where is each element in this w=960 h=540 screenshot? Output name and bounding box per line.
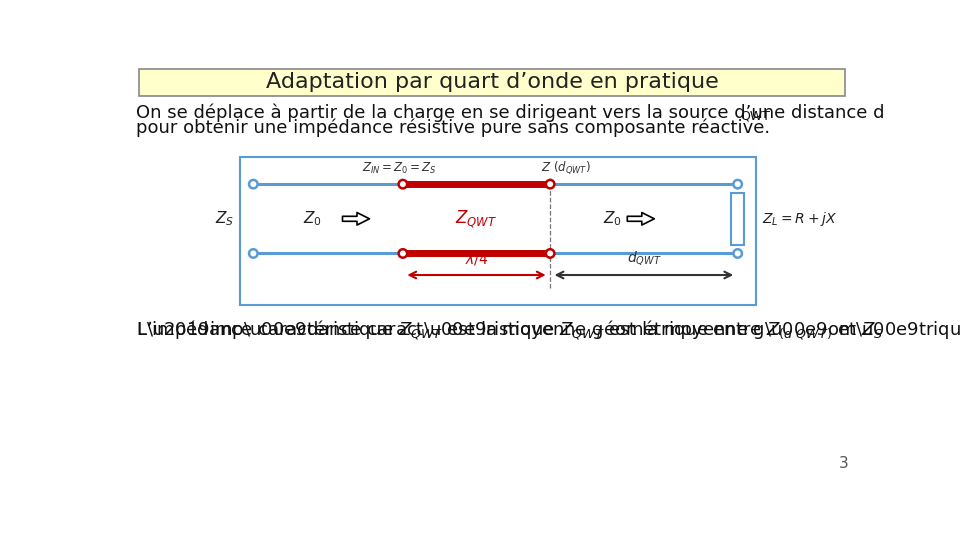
Text: $\lambda/4$: $\lambda/4$ (465, 251, 489, 267)
Text: L’impédance caractéristique $Z_{QWT}$ est la moyenne géométrique entre $Z_{(d\ Q: L’impédance caractéristique $Z_{QWT}$ es… (135, 319, 882, 342)
Circle shape (733, 249, 742, 258)
Text: $Z_0$: $Z_0$ (303, 210, 322, 228)
Text: On se déplace à partir de la charge en se dirigeant vers la source d’une distanc: On se déplace à partir de la charge en s… (135, 103, 884, 122)
Circle shape (546, 249, 554, 258)
Text: $d_{QWT}$: $d_{QWT}$ (627, 249, 661, 267)
Text: L\u2019imp\u00e9dance caract\u00e9ristique $Z_{QWT}$ est la moyenne g\u00e9om\u0: L\u2019imp\u00e9dance caract\u00e9ristiq… (135, 319, 960, 342)
Text: QWT: QWT (740, 109, 770, 122)
Circle shape (733, 180, 742, 188)
Circle shape (546, 180, 554, 188)
FancyBboxPatch shape (240, 157, 756, 305)
Circle shape (249, 249, 257, 258)
Text: Adaptation par quart d’onde en pratique: Adaptation par quart d’onde en pratique (266, 72, 718, 92)
Circle shape (398, 180, 407, 188)
Text: $Z_L=R+jX$: $Z_L=R+jX$ (761, 210, 836, 228)
Text: $Z_0$: $Z_0$ (604, 210, 622, 228)
Circle shape (398, 249, 407, 258)
Text: 3: 3 (839, 456, 849, 471)
Text: $Z_{QWT}$: $Z_{QWT}$ (455, 208, 497, 230)
FancyBboxPatch shape (732, 193, 744, 245)
Text: $Z_{IN}=Z_0=Z_S$: $Z_{IN}=Z_0=Z_S$ (362, 161, 437, 177)
Text: $Z_S$: $Z_S$ (215, 210, 234, 228)
Circle shape (249, 180, 257, 188)
FancyBboxPatch shape (139, 69, 845, 96)
Text: pour obtenir une impédance résistive pure sans composante réactive.: pour obtenir une impédance résistive pur… (135, 119, 770, 137)
Text: $Z\ (d_{QWT})$: $Z\ (d_{QWT})$ (540, 160, 590, 177)
